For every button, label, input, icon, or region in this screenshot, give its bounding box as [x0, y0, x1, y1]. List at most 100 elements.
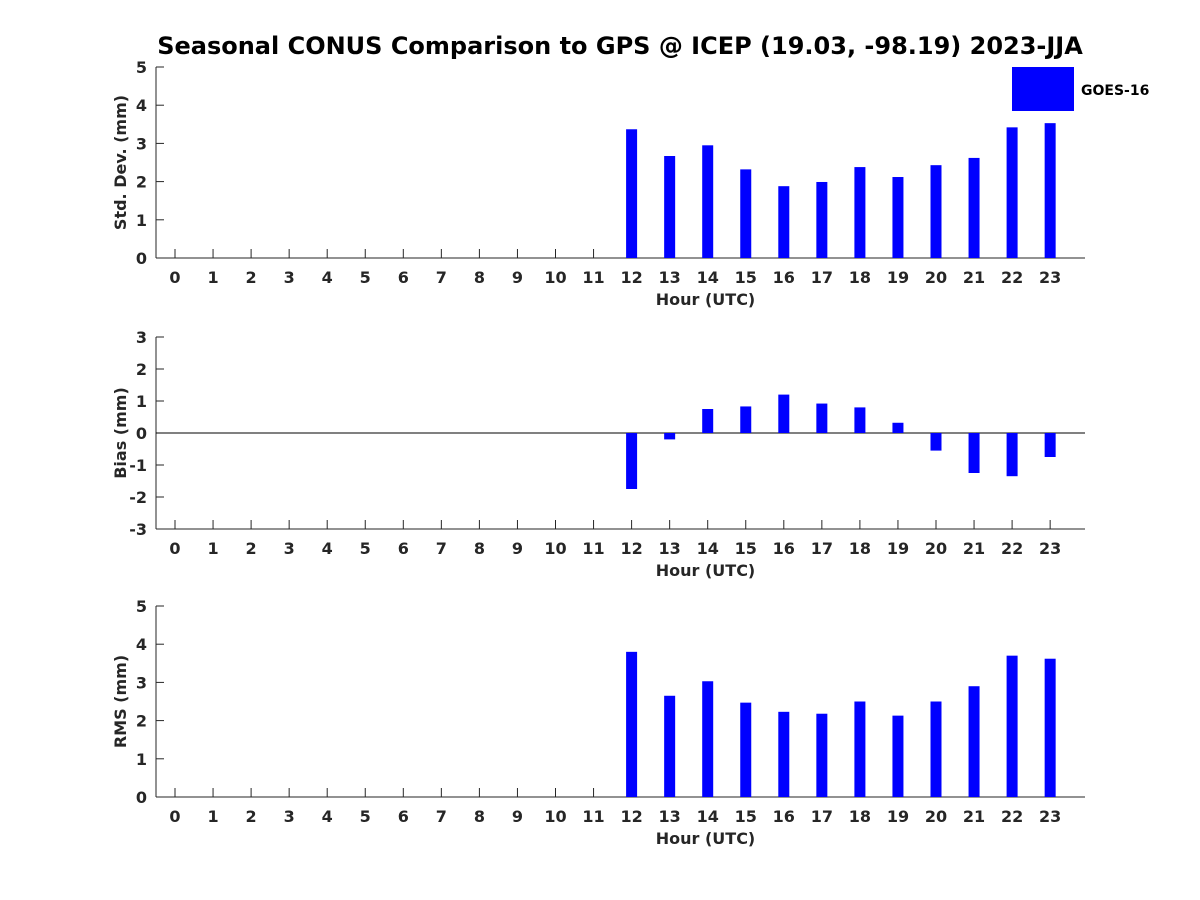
y-tick-label: 1 — [136, 211, 147, 230]
x-tick-label: 22 — [1001, 268, 1023, 287]
x-tick-label: 5 — [360, 268, 371, 287]
x-tick-label: 23 — [1039, 268, 1061, 287]
x-tick-label: 23 — [1039, 539, 1061, 558]
x-tick-label: 17 — [811, 268, 833, 287]
x-tick-label: 15 — [735, 807, 757, 826]
x-tick-label: 11 — [582, 539, 604, 558]
bar-hour-22 — [1006, 655, 1018, 797]
x-tick-label: 6 — [398, 807, 409, 826]
x-tick-label: 13 — [659, 268, 681, 287]
bar-hour-21 — [968, 686, 980, 797]
x-tick-label: 16 — [773, 807, 795, 826]
bar-hour-23 — [1044, 658, 1056, 797]
x-tick-label: 15 — [735, 539, 757, 558]
x-tick-label: 2 — [246, 539, 257, 558]
x-tick-label: 21 — [963, 268, 985, 287]
x-tick-label: 10 — [544, 539, 566, 558]
bar-hour-14 — [702, 145, 714, 258]
y-tick-label: -2 — [129, 488, 147, 507]
x-tick-label: 4 — [322, 268, 333, 287]
y-tick-label: 5 — [136, 58, 147, 77]
x-tick-label: 0 — [169, 268, 180, 287]
x-tick-label: 12 — [620, 268, 642, 287]
x-tick-label: 12 — [620, 539, 642, 558]
x-tick-label: 20 — [925, 807, 947, 826]
bar-hour-19 — [892, 177, 904, 258]
bar-hour-18 — [854, 167, 866, 258]
x-tick-label: 6 — [398, 539, 409, 558]
bar-hour-21 — [968, 157, 980, 258]
y-tick-label: 3 — [136, 134, 147, 153]
x-tick-label: 21 — [963, 807, 985, 826]
bar-hour-23 — [1044, 433, 1056, 457]
x-tick-label: 14 — [697, 268, 719, 287]
y-tick-label: 2 — [136, 173, 147, 192]
x-tick-label: 12 — [620, 807, 642, 826]
bar-hour-13 — [664, 433, 676, 440]
x-tick-label: 1 — [207, 539, 218, 558]
x-tick-label: 20 — [925, 539, 947, 558]
x-tick-label: 18 — [849, 539, 871, 558]
y-tick-label: 1 — [136, 392, 147, 411]
x-axis-label: Hour (UTC) — [656, 290, 756, 309]
y-axis-label: RMS (mm) — [111, 655, 130, 748]
x-tick-label: 7 — [436, 268, 447, 287]
x-tick-label: 15 — [735, 268, 757, 287]
x-tick-label: 2 — [246, 807, 257, 826]
x-tick-label: 22 — [1001, 539, 1023, 558]
bar-hour-14 — [702, 409, 714, 433]
legend-label: GOES-16 — [1081, 83, 1149, 99]
x-tick-label: 0 — [169, 807, 180, 826]
x-tick-label: 9 — [512, 807, 523, 826]
x-tick-label: 3 — [284, 539, 295, 558]
x-tick-label: 0 — [169, 539, 180, 558]
x-tick-label: 11 — [582, 268, 604, 287]
x-tick-label: 8 — [474, 539, 485, 558]
bar-hour-12 — [626, 651, 638, 797]
y-tick-label: 0 — [136, 249, 147, 268]
x-tick-label: 6 — [398, 268, 409, 287]
x-tick-label: 2 — [246, 268, 257, 287]
x-tick-label: 3 — [284, 807, 295, 826]
y-tick-label: 2 — [136, 360, 147, 379]
bar-hour-18 — [854, 701, 866, 797]
x-tick-label: 1 — [207, 807, 218, 826]
y-tick-label: 2 — [136, 712, 147, 731]
y-tick-label: 3 — [136, 673, 147, 692]
bar-hour-15 — [740, 169, 752, 258]
bar-hour-22 — [1006, 433, 1018, 477]
chart-title: Seasonal CONUS Comparison to GPS @ ICEP … — [157, 32, 1083, 60]
bar-hour-14 — [702, 681, 714, 797]
x-axis-label: Hour (UTC) — [656, 561, 756, 580]
x-tick-label: 1 — [207, 268, 218, 287]
y-axis-label: Std. Dev. (mm) — [111, 95, 130, 230]
x-tick-label: 11 — [582, 807, 604, 826]
x-tick-label: 8 — [474, 807, 485, 826]
x-tick-label: 3 — [284, 268, 295, 287]
bar-hour-17 — [816, 403, 828, 433]
bar-hour-13 — [664, 156, 676, 258]
x-tick-label: 9 — [512, 268, 523, 287]
legend-swatch — [1012, 67, 1074, 111]
x-tick-label: 17 — [811, 539, 833, 558]
bar-hour-20 — [930, 701, 942, 797]
y-tick-label: -1 — [129, 456, 147, 475]
x-tick-label: 20 — [925, 268, 947, 287]
bar-hour-21 — [968, 433, 980, 473]
x-tick-label: 22 — [1001, 807, 1023, 826]
x-tick-label: 16 — [773, 268, 795, 287]
x-tick-label: 4 — [322, 539, 333, 558]
y-tick-label: 4 — [136, 635, 147, 654]
bar-hour-16 — [778, 186, 790, 258]
bar-hour-12 — [626, 129, 638, 258]
x-tick-label: 17 — [811, 807, 833, 826]
x-tick-label: 18 — [849, 268, 871, 287]
y-tick-label: -3 — [129, 520, 147, 539]
x-tick-label: 23 — [1039, 807, 1061, 826]
bar-hour-13 — [664, 695, 676, 797]
y-tick-label: 5 — [136, 597, 147, 616]
